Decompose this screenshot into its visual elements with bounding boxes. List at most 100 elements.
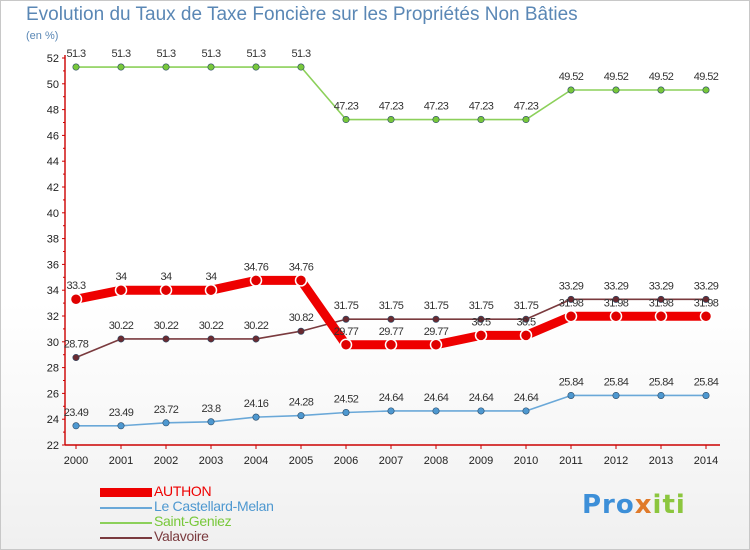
data-label-authon: 29.77 bbox=[334, 326, 359, 338]
legend-swatch-le-castellard-melan bbox=[100, 507, 152, 509]
y-tick-label: 42 bbox=[47, 182, 59, 194]
data-point-valavoire bbox=[522, 315, 530, 323]
data-point-saint-geniez bbox=[387, 116, 395, 124]
data-label-saint-geniez: 49.52 bbox=[649, 71, 674, 83]
y-tick-label: 38 bbox=[47, 234, 59, 246]
legend-swatch-saint-geniez bbox=[100, 522, 152, 524]
x-tick-label: 2001 bbox=[109, 455, 133, 467]
y-tick-label: 22 bbox=[47, 440, 59, 452]
data-point-valavoire bbox=[297, 327, 305, 335]
data-label-valavoire: 30.82 bbox=[289, 312, 314, 324]
x-tick-label: 2011 bbox=[559, 455, 583, 467]
unit-label: (en %) bbox=[26, 30, 59, 42]
data-point-saint-geniez bbox=[162, 63, 170, 71]
data-label-authon: 30.5 bbox=[471, 316, 490, 328]
x-tick-label: 2006 bbox=[334, 455, 358, 467]
data-label-valavoire: 30.22 bbox=[199, 320, 224, 332]
y-tick-label: 40 bbox=[47, 208, 59, 220]
legend-label-valavoire: Valavoire bbox=[154, 528, 209, 544]
y-tick-label: 32 bbox=[47, 311, 59, 323]
data-point-valavoire bbox=[612, 295, 620, 303]
data-point-saint-geniez bbox=[117, 63, 125, 71]
legend-swatch-valavoire bbox=[100, 537, 152, 539]
data-point-saint-geniez bbox=[477, 116, 485, 124]
data-point-saint-geniez bbox=[252, 63, 260, 71]
data-label-authon: 31.98 bbox=[649, 297, 674, 309]
data-point-saint-geniez bbox=[522, 116, 530, 124]
data-point-saint-geniez bbox=[567, 86, 575, 94]
data-label-saint-geniez: 47.23 bbox=[469, 101, 494, 113]
data-point-authon bbox=[204, 283, 218, 297]
data-point-le-castellard-melan bbox=[522, 407, 530, 415]
proxiti-logo: Proxiti bbox=[582, 490, 686, 520]
data-point-le-castellard-melan bbox=[612, 391, 620, 399]
data-point-valavoire bbox=[387, 315, 395, 323]
data-label-authon: 31.98 bbox=[559, 297, 584, 309]
data-point-saint-geniez bbox=[207, 63, 215, 71]
data-point-le-castellard-melan bbox=[432, 407, 440, 415]
y-tick-label: 48 bbox=[47, 105, 59, 117]
data-label-authon: 34.76 bbox=[289, 261, 314, 273]
data-label-valavoire: 31.75 bbox=[469, 300, 494, 312]
logo-part-1: Pro bbox=[582, 490, 635, 520]
data-point-authon bbox=[609, 310, 623, 323]
data-point-valavoire bbox=[117, 335, 125, 343]
data-point-saint-geniez bbox=[702, 86, 710, 94]
data-point-le-castellard-melan bbox=[162, 419, 170, 427]
y-tick-label: 26 bbox=[47, 388, 59, 400]
data-label-authon: 34 bbox=[115, 271, 127, 283]
data-point-le-castellard-melan bbox=[72, 422, 80, 430]
data-point-authon bbox=[339, 338, 353, 352]
y-tick-label: 30 bbox=[47, 337, 59, 349]
data-label-valavoire: 30.22 bbox=[109, 320, 134, 332]
data-label-le-castellard-melan: 23.49 bbox=[109, 407, 134, 419]
y-tick-label: 52 bbox=[47, 53, 59, 65]
legend-swatch-authon bbox=[100, 488, 152, 497]
data-label-authon: 30.5 bbox=[516, 316, 535, 328]
x-tick-label: 2004 bbox=[244, 455, 268, 467]
data-label-saint-geniez: 51.3 bbox=[201, 48, 220, 60]
data-point-valavoire bbox=[702, 295, 710, 303]
data-point-le-castellard-melan bbox=[117, 422, 125, 430]
data-label-saint-geniez: 49.52 bbox=[559, 71, 584, 83]
data-point-saint-geniez bbox=[612, 86, 620, 94]
data-label-saint-geniez: 47.23 bbox=[424, 101, 449, 113]
data-label-valavoire: 33.29 bbox=[559, 280, 584, 292]
data-point-authon bbox=[159, 283, 173, 297]
x-tick-label: 2003 bbox=[199, 455, 223, 467]
x-tick-label: 2007 bbox=[379, 455, 403, 467]
data-point-le-castellard-melan bbox=[207, 418, 215, 426]
data-point-authon bbox=[519, 329, 533, 342]
data-label-valavoire: 33.29 bbox=[649, 280, 674, 292]
data-label-saint-geniez: 49.52 bbox=[694, 71, 719, 83]
data-label-saint-geniez: 51.3 bbox=[291, 48, 310, 60]
data-label-valavoire: 31.75 bbox=[379, 300, 404, 312]
data-point-authon bbox=[384, 338, 398, 352]
chart-title: Evolution du Taux de Taxe Foncière sur l… bbox=[26, 4, 578, 25]
data-point-valavoire bbox=[207, 335, 215, 343]
x-tick-label: 2002 bbox=[154, 455, 178, 467]
data-label-authon: 34.76 bbox=[244, 261, 269, 273]
data-label-le-castellard-melan: 23.8 bbox=[201, 403, 220, 415]
data-label-le-castellard-melan: 25.84 bbox=[604, 376, 629, 388]
y-tick-label: 28 bbox=[47, 363, 59, 375]
data-label-le-castellard-melan: 25.84 bbox=[649, 376, 674, 388]
data-point-valavoire bbox=[432, 315, 440, 323]
data-point-authon bbox=[294, 274, 308, 287]
data-point-le-castellard-melan bbox=[567, 391, 575, 399]
data-label-le-castellard-melan: 24.16 bbox=[244, 398, 269, 410]
data-point-le-castellard-melan bbox=[387, 407, 395, 415]
data-label-saint-geniez: 47.23 bbox=[514, 101, 539, 113]
data-label-authon: 33.3 bbox=[66, 280, 85, 292]
data-point-saint-geniez bbox=[432, 116, 440, 124]
data-point-valavoire bbox=[162, 335, 170, 343]
x-tick-label: 2000 bbox=[64, 455, 88, 467]
data-label-le-castellard-melan: 24.28 bbox=[289, 397, 314, 409]
y-tick-label: 36 bbox=[47, 259, 59, 271]
data-label-saint-geniez: 51.3 bbox=[156, 48, 175, 60]
data-point-saint-geniez bbox=[342, 116, 350, 124]
data-point-authon bbox=[429, 338, 443, 352]
data-point-valavoire bbox=[567, 295, 575, 303]
data-label-le-castellard-melan: 23.72 bbox=[154, 404, 179, 416]
